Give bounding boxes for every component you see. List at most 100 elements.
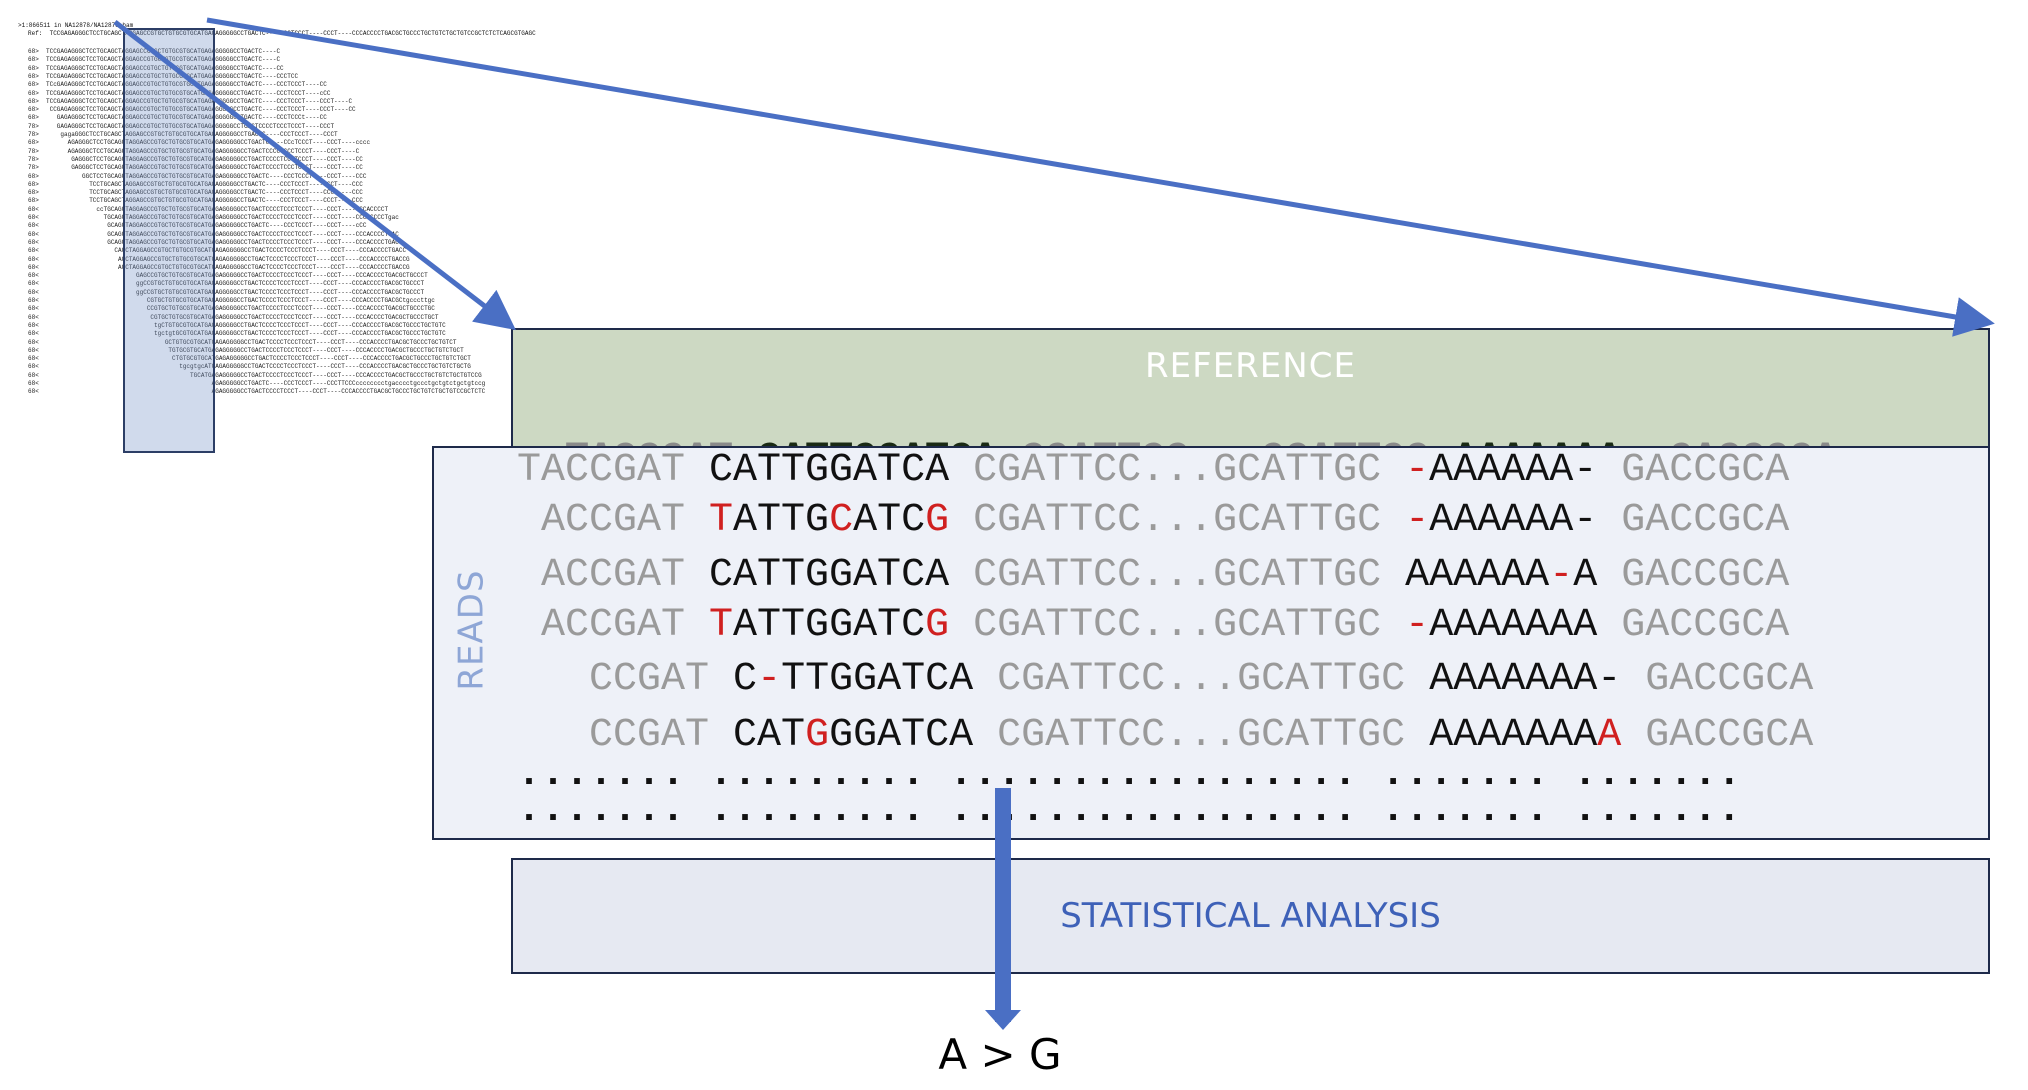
read-mismatch: - (757, 657, 782, 702)
read-segment: ACCGAT (517, 498, 710, 543)
read-segment: GACCGCA (1597, 553, 1790, 598)
read-mismatch: G (925, 498, 950, 543)
read-segment: C (733, 657, 758, 702)
read-mismatch: G (925, 603, 950, 648)
read-segment: GACCGCA (1621, 713, 1814, 758)
read-segment: ATC (853, 498, 926, 543)
read-segment: CCGAT (517, 657, 734, 702)
read-row: ACCGAT TATTGGATCG CGATTCC...GCATTGC -AAA… (517, 603, 1789, 648)
mini-alignment-row: 68< CGTGCTGTGCGTGCATGAGAGGGGGCCTGACTCCCC… (28, 297, 435, 304)
statistical-analysis-label: STATISTICAL ANALYSIS (1060, 896, 1441, 936)
read-segment: ATTG (733, 498, 830, 543)
mini-alignment-row: 68> GGCTCCTGCAGCTAGGAGCCGTGCTGTGCGTGCATG… (28, 172, 367, 180)
mini-alignment-row: 68< AGAGGGGGCCTGACTC----CCCTCCCT----CCCT… (28, 380, 486, 387)
mini-alignment-row: 68< AGCTAGGAGCCGTGCTGTGCGTGCATGAGAGGGGGC… (28, 255, 410, 263)
mini-alignment-row: 68< TGCATGAGAGGGGGCCTGACTCCCCTCCCTCCCT--… (28, 371, 482, 379)
read-row: ACCGAT CATTGGATCA CGATTCC...GCATTGC AAAA… (517, 553, 1789, 598)
read-segment: A (1573, 553, 1598, 598)
read-segment: CGATTCC...GCATTGC (949, 448, 1406, 493)
mini-alignment-row: 68< AGAGGGGGCCTGACTCCCCTCCCT----CCCT----… (28, 388, 486, 396)
read-mismatch: C (829, 498, 854, 543)
mini-alignment-row: 68< GCTGTGCGTGCATGAGAGGGGGCCTGACTCCCCTCC… (28, 338, 457, 346)
mini-alignment-row: 68< CCGTGCTGTGCGTGCATGAGAGGGGGCCTGACTCCC… (28, 305, 435, 313)
reads-ellipsis-row: ....... ......... ................. ....… (517, 788, 1742, 833)
variant-result: A > G (938, 1030, 1062, 1079)
mini-alignment-header: >1:866511 in NA12878/NA12878.bam (18, 22, 134, 29)
read-segment: ACCGAT (517, 553, 710, 598)
read-segment: TACCGAT (517, 448, 710, 493)
mini-alignment-row: 68< GAGCCGTGCTGTGCGTGCATGAGAGGGGGCCTGACT… (28, 272, 428, 280)
read-segment: AAAAAA (1405, 553, 1550, 598)
read-segment: CCGAT (517, 713, 734, 758)
read-mismatch: G (805, 713, 830, 758)
mini-alignment-row: 68< ggCCGTGCTGTGCGTGCATGAGAGGGGGCCTGACTC… (28, 280, 425, 288)
mini-alignment-panel: >1:866511 in NA12878/NA12878.bam Ref: TC… (8, 10, 536, 453)
read-segment: ATTGGATC (733, 603, 926, 648)
read-segment: CGATTCC...GCATTGC (973, 713, 1430, 758)
mini-alignment-row: 68> TCCTGCAGCTAGGAGCCGTGCTGTGCGTGCATGAGA… (28, 189, 363, 197)
mini-alignment-row: 68> GAGAGGGCTCCTGCAGCTAGGAGCCGTGCTGTGCGT… (28, 114, 327, 122)
mini-alignment-row: 68> TCCTGCAGCTAGGAGCCGTGCTGTGCGTGCATGAGA… (28, 180, 363, 188)
read-segment: GGATCA (829, 713, 974, 758)
zoom-region-highlight (123, 28, 215, 453)
zoom-arrow-left (113, 20, 516, 331)
mini-alignment-row: 68< ccTGCAGCTAGGAGCCGTGCTGTGCGTGCATGAGAG… (28, 205, 389, 213)
read-mismatch: - (1405, 498, 1430, 543)
read-mismatch: - (1549, 553, 1574, 598)
mini-alignment-row: 68< tgctgtGCGTGCATGAGAGGGGGCCTGACTCCCCTC… (28, 330, 446, 338)
read-segment: CGATTCC...GCATTGC (949, 553, 1406, 598)
read-segment: AAAAAAA- (1429, 657, 1622, 702)
read-row: CCGAT C-TTGGATCA CGATTCC...GCATTGC AAAAA… (517, 657, 1813, 702)
statistical-analysis-panel: STATISTICAL ANALYSIS (511, 858, 1990, 974)
read-segment: AAAAAA- (1429, 498, 1598, 543)
mini-alignment-row: 68> TCCGAGAGGGCTCCTGCAGCTAGGAGCCGTGCTGTG… (28, 48, 281, 55)
read-mismatch: T (709, 498, 734, 543)
mini-alignment-row: 68> TCCGAGAGGGCTCCTGCAGCTAGGAGCCGTGCTGTG… (28, 72, 299, 80)
read-row: TACCGAT CATTGGATCA CGATTCC...GCATTGC -AA… (517, 448, 1789, 493)
read-segment: AAAAAAA (1429, 603, 1598, 648)
mini-alignment-row: 68> TCcGAGAGGGCTCCTGCAGCTAGGAGCCGTGCTGTG… (28, 81, 327, 89)
read-segment: GACCGCA (1621, 657, 1814, 702)
read-segment: AAAAAAA (1429, 713, 1598, 758)
mini-alignment-row: 68> TCCTGCAGCTAGGAGCCGTGCTGTGCGTGCATGAGA… (28, 197, 363, 205)
read-segment: CATTGGATCA (709, 553, 950, 598)
read-row: CCGAT CATGGGATCA CGATTCC...GCATTGC AAAAA… (517, 713, 1813, 758)
reads-panel (432, 446, 1990, 840)
mini-alignment-row: 78> GAGGGCTCCTGCAGCTAGGAGCCGTGCTGTGCGTGC… (28, 164, 363, 172)
reference-label: REFERENCE (1145, 346, 1356, 386)
read-segment: CGATTCC...GCATTGC (949, 603, 1406, 648)
mini-alignment-row: 68< CGTGCTGTGCGTGCATGAGAGGGGGCCTGACTCCCC… (28, 313, 439, 321)
mini-alignment-row: 68< tgCTGTGCGTGCATGAGAGGGGGCCTGACTCCCCTC… (28, 321, 446, 329)
mini-alignment-row: 68< TGCAGCTAGGAGCCGTGCTGTGCGTGCATGAGAGGG… (28, 214, 399, 221)
mini-alignment-row: 78> gagaGGGCTCCTGCAGCTAGGAGCCGTGCTGTGCGT… (28, 131, 338, 138)
mini-alignment-row: 68< CTGTGCGTGCATGAGAGGGGGCCTGACTCCCCTCCC… (28, 355, 471, 363)
mini-alignment-row: 68< GCAGCTAGGAGCCGTGCTGTGCGTGCATGAGAGGGG… (28, 230, 399, 238)
mini-alignment-row: 68< GCAGCTAGGAGCCGTGCTGTGCGTGCATGAGAGGGG… (28, 238, 399, 246)
read-segment: GACCGCA (1597, 498, 1790, 543)
variant-call-arrow-shaft (995, 788, 1011, 1022)
mini-alignment-row: 78> GAGAGGGCTCCTGCAGCTAGGAGCCGTGCTGTGCGT… (28, 122, 335, 130)
read-mismatch: - (1405, 448, 1430, 493)
mini-alignment-row: 68< tgcgtgcATGAGAGGGGGCCTGACTCCCCTCCCTCC… (28, 363, 471, 371)
zoom-arrow-right (206, 17, 1995, 337)
mini-alignment-row: 78> GAGGGCTCCTGCAGCTAGGAGCCGTGCTGTGCGTGC… (28, 155, 363, 163)
read-segment: CATTGGATCA (709, 448, 950, 493)
mini-alignment-row: 68> TCCGAGAGGGCTCCTGCAGCTAGGAGCCGTGCTGTG… (28, 89, 331, 97)
mini-alignment-row: 68< TGTGCGTGCATGAGAGGGGGCCTGACTCCCCTCCCT… (28, 346, 464, 354)
mini-alignment-row: 68< CAGCTAGGAGCCGTGCTGTGCGTGCATGAGAGGGGG… (28, 247, 407, 255)
read-mismatch: A (1597, 713, 1622, 758)
read-segment: TTGGATCA (781, 657, 974, 702)
reads-ellipsis-row: ....... ......... ................. ....… (517, 752, 1742, 797)
read-segment: AAAAAA- (1429, 448, 1598, 493)
read-segment: CGATTCC...GCATTGC (973, 657, 1430, 702)
mini-alignment-row: 68< AGCTAGGAGCCGTGCTGTGCGTGCATGAGAGGGGGC… (28, 263, 410, 271)
mini-alignment-row: 68< ggCCGTGCTGTGCGTGCATGAGAGGGGGCCTGACTC… (28, 288, 425, 296)
read-mismatch: - (1405, 603, 1430, 648)
mini-alignment-row: 68> AGAGGGCTCCTGCAGCTAGGAGCCGTGCTGTGCGTG… (28, 139, 371, 147)
mini-alignment-row: 68> TCCGAGAGGGCTCCTGCAGCTAGGAGCCGTGCTGTG… (28, 64, 284, 72)
variant-call-arrow-head (985, 1010, 1021, 1030)
mini-alignment-row: 68< GCAGCTAGGAGCCGTGCTGTGCGTGCATGAGAGGGG… (28, 222, 367, 230)
read-segment: CAT (733, 713, 806, 758)
read-row: ACCGAT TATTGCATCG CGATTCC...GCATTGC -AAA… (517, 498, 1789, 543)
